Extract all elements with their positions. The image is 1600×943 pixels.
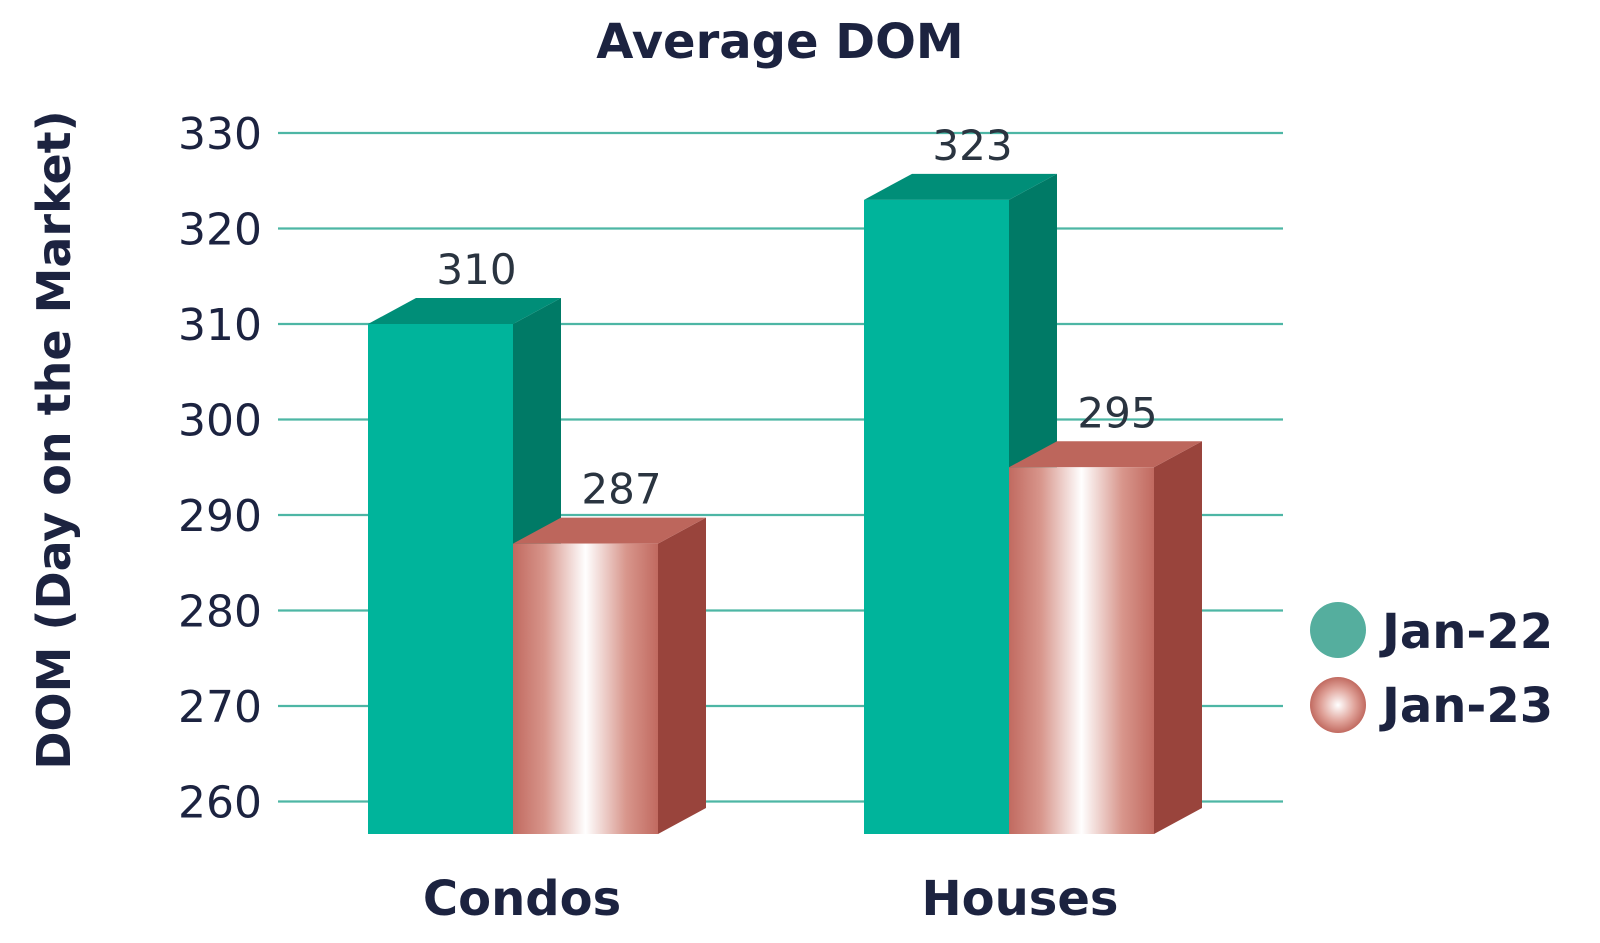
y-tick-label-280: 280 xyxy=(178,587,262,638)
bar-condos-jan-23 xyxy=(513,517,706,834)
bar-condos-jan-23-top xyxy=(513,517,706,544)
y-axis-ticks: 260 270 280 290 300 310 320 330 xyxy=(178,109,262,829)
legend: Jan-22 Jan-23 xyxy=(1310,602,1553,734)
legend-swatch-jan-22 xyxy=(1310,602,1366,658)
bar-houses-jan-23-top xyxy=(1009,441,1202,468)
legend-label-jan-23: Jan-23 xyxy=(1379,678,1553,734)
data-label-condos-jan-22: 310 xyxy=(436,245,516,294)
bars xyxy=(368,173,1202,835)
y-tick-label-310: 310 xyxy=(178,300,262,351)
bar-condos-jan-22-front xyxy=(368,324,513,834)
data-labels: 310 287 323 295 xyxy=(436,121,1157,514)
bar-condos-jan-22 xyxy=(368,298,561,834)
data-label-houses-jan-23: 295 xyxy=(1077,388,1157,437)
legend-swatch-jan-23 xyxy=(1310,677,1366,733)
bar-houses-jan-23-side xyxy=(1154,441,1202,834)
category-label-houses: Houses xyxy=(921,871,1118,927)
bar-houses-jan-23-front xyxy=(1009,467,1154,834)
bar-houses-jan-22-top xyxy=(864,173,1057,200)
y-tick-label-300: 300 xyxy=(178,396,262,447)
y-tick-label-290: 290 xyxy=(178,491,262,542)
bar-houses-jan-23 xyxy=(1009,441,1202,834)
y-tick-label-330: 330 xyxy=(178,109,262,160)
data-label-condos-jan-23: 287 xyxy=(581,465,661,514)
chart-title: Average DOM xyxy=(596,14,963,70)
y-tick-label-260: 260 xyxy=(178,778,262,829)
category-label-condos: Condos xyxy=(423,871,621,927)
bar-condos-jan-23-front xyxy=(513,543,658,834)
legend-label-jan-22: Jan-22 xyxy=(1379,604,1553,660)
data-label-houses-jan-22: 323 xyxy=(932,121,1012,170)
bar-condos-jan-22-top xyxy=(368,298,561,324)
y-tick-label-270: 270 xyxy=(178,682,262,733)
bar-houses-jan-22-front xyxy=(864,199,1009,835)
y-axis-label: DOM (Day on the Market) xyxy=(27,110,81,769)
bar-condos-jan-23-side xyxy=(658,517,706,834)
y-tick-label-320: 320 xyxy=(178,205,262,256)
